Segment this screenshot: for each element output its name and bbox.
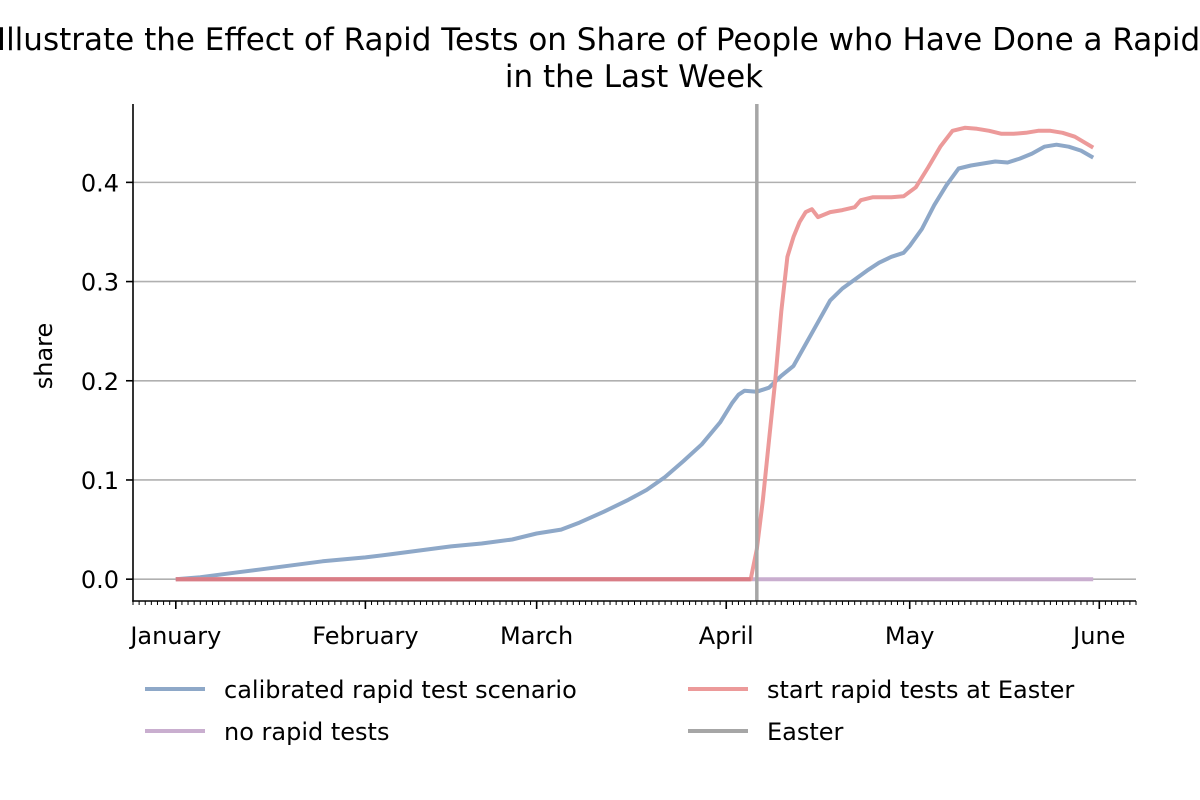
legend-entry-start-rapid-tests-at-easter: start rapid tests at Easter bbox=[688, 676, 1074, 704]
x-tick-label-march: March bbox=[500, 622, 573, 650]
x-tick-labels: January February March April May June bbox=[128, 601, 1125, 650]
series-line-start-rapid-tests-at-easter bbox=[175, 125, 1095, 582]
legend-entry-calibrated-rapid-test-scenario: calibrated rapid test scenario bbox=[145, 676, 577, 704]
y-tick-label: 0.4 bbox=[81, 169, 119, 197]
legend: calibrated rapid test scenario start rapi… bbox=[145, 676, 1074, 746]
x-tick-label-june: June bbox=[1071, 622, 1125, 650]
y-axis-label: share bbox=[30, 323, 58, 390]
chart-title-line-2: in the Last Week bbox=[505, 59, 763, 95]
legend-entry-no-rapid-tests: no rapid tests bbox=[145, 718, 389, 746]
y-gridlines bbox=[133, 181, 1136, 580]
series-line-calibrated-rapid-test-scenario bbox=[175, 142, 1095, 582]
x-tick-label-april: April bbox=[699, 622, 754, 650]
y-tick-label: 0.3 bbox=[81, 269, 119, 297]
x-tick-label-february: February bbox=[312, 622, 418, 650]
y-tick-label: 0.2 bbox=[81, 368, 119, 396]
legend-label: calibrated rapid test scenario bbox=[224, 676, 577, 704]
legend-label: Easter bbox=[767, 718, 844, 746]
series-lines bbox=[175, 125, 1095, 582]
chart-title-line-1: Illustrate the Effect of Rapid Tests on … bbox=[0, 22, 1200, 58]
x-tick-label-january: January bbox=[128, 622, 221, 650]
legend-entry-easter: Easter bbox=[688, 718, 844, 746]
y-tick-label: 0.0 bbox=[81, 566, 119, 594]
x-tick-label-may: May bbox=[885, 622, 935, 650]
y-tick-label: 0.1 bbox=[81, 467, 119, 495]
y-tick-labels: 0.0 0.1 0.2 0.3 0.4 bbox=[81, 169, 133, 594]
axes bbox=[132, 104, 1137, 605]
legend-label: start rapid tests at Easter bbox=[767, 676, 1074, 704]
legend-label: no rapid tests bbox=[224, 718, 389, 746]
